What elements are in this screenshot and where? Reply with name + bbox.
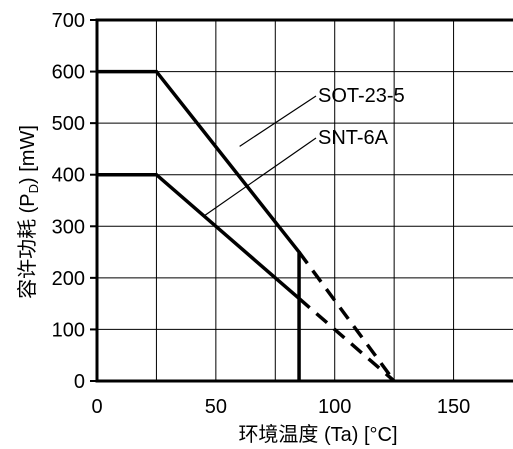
axes (90, 18, 513, 383)
y-axis-label-main: 容许功耗 (P (16, 193, 39, 299)
x-tick-label-150: 150 (437, 396, 470, 418)
x-axis-label: 环境温度 (Ta) [°C] (238, 423, 397, 446)
y-axis-label-subscript: D (26, 184, 41, 193)
y-tick-label-600: 600 (52, 62, 85, 84)
x-tick-label-100: 100 (318, 396, 351, 418)
series-sot-23-5-dashed-line (297, 251, 396, 383)
series-sot-23-5-solid-line (97, 69, 301, 381)
series-snt-6a-solid-line (97, 172, 301, 300)
annotation-leader-snt-6a (203, 137, 317, 217)
y-tick-label-500: 500 (52, 113, 85, 135)
annotation-label-snt-6a: SNT-6A (318, 127, 389, 149)
y-tick-label-100: 100 (52, 319, 85, 341)
annotation-layer: SOT-23-5 SNT-6A (203, 85, 405, 217)
y-tick-label-200: 200 (52, 268, 85, 290)
annotation-label-sot-23-5: SOT-23-5 (318, 85, 405, 107)
y-axis-label: 容许功耗 (PD) [mW] (16, 125, 41, 299)
y-tick-label-300: 300 (52, 216, 85, 238)
x-tick-label-50: 50 (205, 396, 227, 418)
y-axis-label-tail: ) [mW] (17, 125, 39, 184)
y-tick-label-700: 700 (52, 10, 85, 32)
y-tick-label-400: 400 (52, 165, 85, 187)
tick-labels: 0 100 200 300 400 500 600 700 0 50 100 150 (52, 10, 471, 418)
x-tick-label-0: 0 (91, 396, 102, 418)
annotation-leader-sot-23-5 (239, 95, 317, 147)
y-tick-label-0: 0 (74, 371, 85, 393)
grid (97, 20, 513, 381)
series-snt-6a-dashed-line (297, 297, 396, 383)
series-layer (97, 69, 396, 383)
